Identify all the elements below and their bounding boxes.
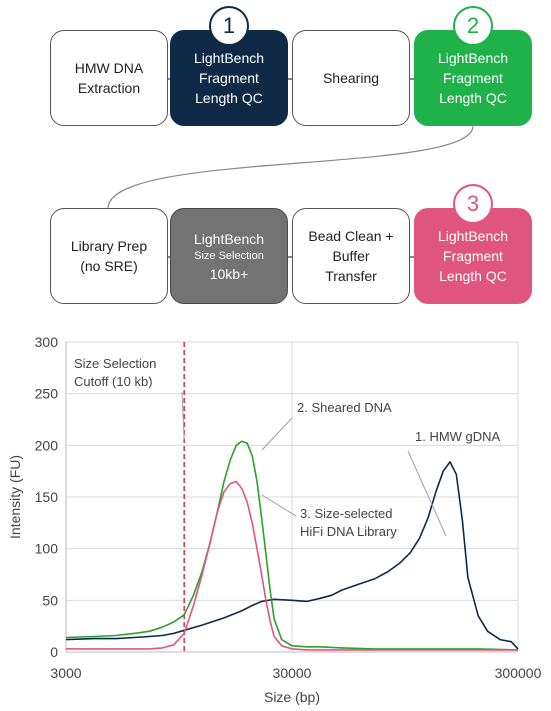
y-tick-label: 250 xyxy=(35,386,59,402)
y-tick-label: 150 xyxy=(35,489,59,505)
workflow-step: HMW DNA Extraction xyxy=(50,30,168,126)
annotation-label: Size Selection xyxy=(74,356,156,371)
step-number-badge: 2 xyxy=(453,6,493,46)
workflow-step-label: LightBench xyxy=(437,50,509,66)
workflow-connector xyxy=(410,256,414,258)
annotation-label: 3. Size-selected xyxy=(300,506,393,521)
series-line xyxy=(65,440,519,651)
x-tick-label: 3000 xyxy=(50,665,81,681)
y-tick-label: 100 xyxy=(35,541,59,557)
workflow-step-label: Library Prep xyxy=(70,238,148,254)
workflow-connector xyxy=(410,78,414,80)
series-line xyxy=(66,480,518,651)
workflow-step-label: Fragment xyxy=(443,70,503,86)
workflow-step-label: Buffer xyxy=(332,248,370,264)
annotation-label: HiFi DNA Library xyxy=(300,524,397,539)
workflow-step-label: 10kb+ xyxy=(209,265,249,282)
workflow-step-label: Shearing xyxy=(322,70,380,86)
workflow-step-label: Transfer xyxy=(325,268,377,284)
annotation-leader xyxy=(407,450,447,537)
workflow-step: LightBench Fragment Length QC xyxy=(170,30,288,126)
x-axis-title: Size (bp) xyxy=(264,689,320,705)
y-tick-label: 50 xyxy=(42,592,58,608)
workflow-step-label: Length QC xyxy=(439,268,507,284)
annotation-label: Cutoff (10 kb) xyxy=(74,374,153,389)
y-tick-label: 0 xyxy=(50,644,58,660)
workflow-step-label: HMW DNA xyxy=(74,60,144,76)
annotation-leader xyxy=(181,391,185,441)
workflow-connector xyxy=(168,256,170,258)
workflow-step-label: LightBench xyxy=(193,230,265,247)
workflow-connector xyxy=(168,78,170,80)
workflow-step: LightBench Size Selection 10kb+ xyxy=(170,208,288,304)
workflow-step-label: LightBench xyxy=(193,50,265,66)
row-connector-path xyxy=(107,125,474,209)
x-tick-label: 30000 xyxy=(273,665,312,681)
workflow-step-label: Extraction xyxy=(77,80,141,96)
workflow-step: Bead Clean + Buffer Transfer xyxy=(292,208,410,304)
workflow-step-label: LightBench xyxy=(437,228,509,244)
y-tick-label: 300 xyxy=(35,334,59,350)
workflow-step-label: Size Selection xyxy=(194,249,264,262)
workflow-step: LightBench Fragment Length QC xyxy=(414,30,532,126)
series-line xyxy=(65,461,519,650)
x-tick-label: 300000 xyxy=(495,665,542,681)
y-tick-label: 200 xyxy=(35,437,59,453)
annotation-label: 2. Sheared DNA xyxy=(297,400,392,415)
step-number-badge: 3 xyxy=(453,184,493,224)
workflow-step-label: Length QC xyxy=(439,90,507,106)
workflow-step-label: Fragment xyxy=(199,70,259,86)
workflow-connector xyxy=(288,78,292,80)
workflow-step-label: (no SRE) xyxy=(80,258,138,274)
workflow-step-label: Length QC xyxy=(195,90,263,106)
annotation-label: 1. HMW gDNA xyxy=(415,429,501,444)
workflow-connector xyxy=(288,256,292,258)
annotation-leader xyxy=(261,494,297,517)
annotation-leader xyxy=(261,417,293,451)
workflow-step: Library Prep (no SRE) xyxy=(50,208,168,304)
row-connector-curve xyxy=(107,125,474,209)
workflow-step: Shearing xyxy=(292,30,410,126)
intensity-chart: 0 50 100 150 200 250 300 3000 30000 300000 Size (b… xyxy=(7,334,542,705)
step-number-badge: 1 xyxy=(209,6,249,46)
workflow-step-label: Bead Clean + xyxy=(308,228,394,244)
y-axis-title: Intensity (FU) xyxy=(7,455,23,539)
workflow-step-label: Fragment xyxy=(443,248,503,264)
